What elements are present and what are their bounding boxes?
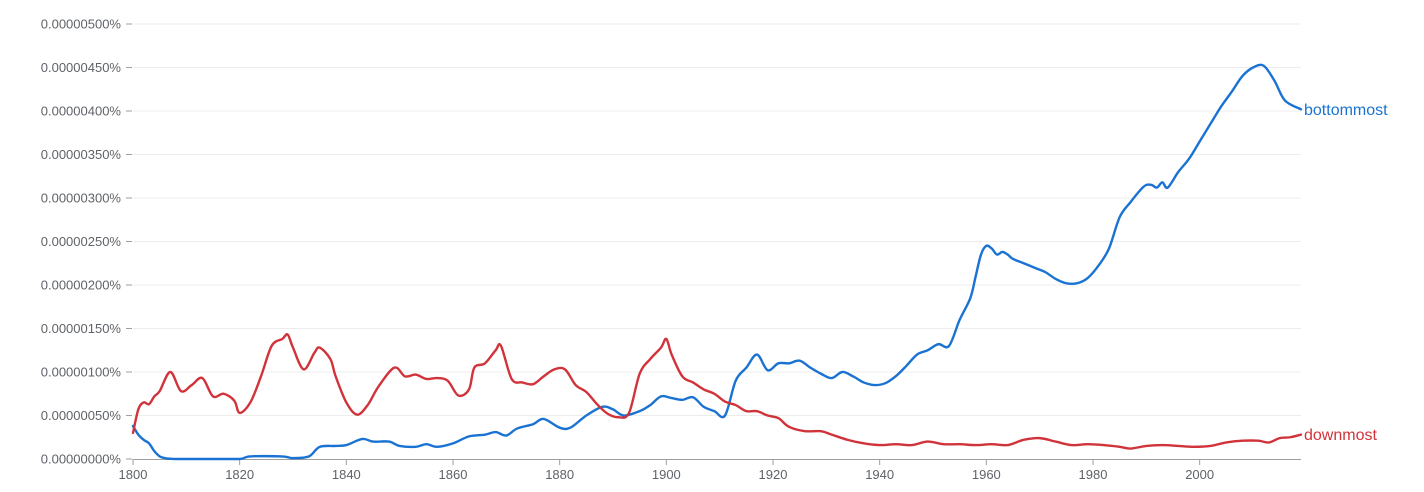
x-tick-label: 2000 <box>1185 467 1214 482</box>
label-layer: bottommost downmost <box>1304 102 1388 444</box>
x-tick-label: 1840 <box>332 467 361 482</box>
y-tick-label: 0.00000100% <box>41 365 122 380</box>
x-tick-label: 1920 <box>759 467 788 482</box>
y-tick-label: 0.00000200% <box>41 278 122 293</box>
x-tick-label: 1820 <box>225 467 254 482</box>
y-tick-label: 0.00000250% <box>41 234 122 249</box>
y-tick-label: 0.00000500% <box>41 17 122 32</box>
y-tick-label: 0.00000400% <box>41 104 122 119</box>
grid-layer <box>133 23 1301 416</box>
x-tick-label: 1900 <box>652 467 681 482</box>
axis-layer: 0.00000000% 0.00000050% 0.00000100% 0.00000… <box>41 17 1301 482</box>
series-label-bottommost[interactable]: bottommost <box>1304 102 1388 119</box>
y-tick-label: 0.00000000% <box>41 452 122 467</box>
series-label-downmost[interactable]: downmost <box>1304 427 1377 444</box>
y-tick-label: 0.00000300% <box>41 191 122 206</box>
y-tick-label: 0.00000050% <box>41 408 122 423</box>
series-layer <box>131 63 1303 461</box>
x-tick-label: 1800 <box>119 467 148 482</box>
series-line-downmost[interactable] <box>131 333 1303 450</box>
y-tick-label: 0.00000150% <box>41 321 122 336</box>
y-tick-label: 0.00000350% <box>41 147 122 162</box>
x-tick-label: 1880 <box>545 467 574 482</box>
x-tick-label: 1940 <box>865 467 894 482</box>
x-tick-label: 1980 <box>1079 467 1108 482</box>
y-tick-label: 0.00000450% <box>41 60 122 75</box>
series-line-bottommost[interactable] <box>131 63 1303 461</box>
x-tick-label: 1860 <box>439 467 468 482</box>
x-tick-label: 1960 <box>972 467 1001 482</box>
